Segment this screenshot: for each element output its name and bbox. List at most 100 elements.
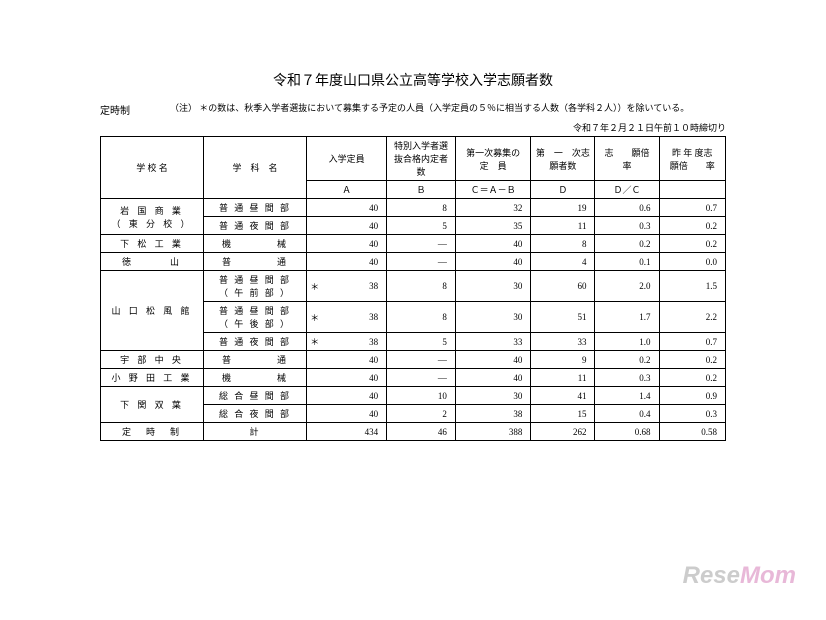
- th-e2: Ｄ／Ｃ: [595, 181, 659, 199]
- star-cell: ＊: [307, 333, 323, 351]
- table-row: 徳 山普 通40―4040.10.0: [101, 253, 726, 271]
- num-cell: 40: [455, 235, 531, 253]
- total-num: 262: [531, 423, 595, 441]
- table-row: 宇 部 中 央普 通40―4090.20.2: [101, 351, 726, 369]
- num-cell: 40: [455, 369, 531, 387]
- th-a: 入学定員: [307, 137, 387, 181]
- num-cell: 1.5: [659, 271, 725, 302]
- star-cell: [307, 369, 323, 387]
- th-school: 学 校 名: [101, 137, 204, 199]
- school-cell: 小 野 田 工 業: [101, 369, 204, 387]
- th-a2: Ａ: [307, 181, 387, 199]
- total-num: 46: [387, 423, 456, 441]
- num-cell: 5: [387, 217, 456, 235]
- num-cell: 11: [531, 217, 595, 235]
- num-cell: 40: [455, 253, 531, 271]
- star-cell: [307, 253, 323, 271]
- th-e: 志 願倍 率: [595, 137, 659, 181]
- num-cell: 8: [387, 199, 456, 217]
- num-cell: 19: [531, 199, 595, 217]
- num-cell: 0.6: [595, 199, 659, 217]
- page-title: 令和７年度山口県公立高等学校入学志願者数: [100, 70, 726, 90]
- num-cell: 10: [387, 387, 456, 405]
- star-cell: ＊: [307, 271, 323, 302]
- school-cell: 下 関 双 葉: [101, 387, 204, 423]
- num-cell: ―: [387, 235, 456, 253]
- num-cell: 8: [531, 235, 595, 253]
- num-cell: 40: [323, 217, 387, 235]
- dept-cell: 普 通 夜 間 部: [204, 217, 307, 235]
- num-cell: 0.7: [659, 333, 725, 351]
- table-row: 下 松 工 業機 械40―4080.20.2: [101, 235, 726, 253]
- num-cell: 0.3: [595, 369, 659, 387]
- total-sublabel: 計: [204, 423, 307, 441]
- num-cell: 9: [531, 351, 595, 369]
- star-cell: [307, 405, 323, 423]
- school-cell: 徳 山: [101, 253, 204, 271]
- th-b2: Ｂ: [387, 181, 456, 199]
- th-b: 特別入学者選抜合格内定者数: [387, 137, 456, 181]
- num-cell: 1.4: [595, 387, 659, 405]
- th-f2: [659, 181, 725, 199]
- watermark: ReseMom: [683, 562, 796, 590]
- school-cell: 岩 国 商 業（ 東 分 校 ）: [101, 199, 204, 235]
- num-cell: 2: [387, 405, 456, 423]
- total-num: 434: [323, 423, 387, 441]
- num-cell: 33: [455, 333, 531, 351]
- num-cell: 1.7: [595, 302, 659, 333]
- dept-cell: 普 通 夜 間 部: [204, 333, 307, 351]
- star-cell: [307, 217, 323, 235]
- num-cell: 2.0: [595, 271, 659, 302]
- table-row: 山 口 松 風 館普 通 昼 間 部（ 午 前 部 ）＊38830602.01.…: [101, 271, 726, 302]
- dept-cell: 普 通 昼 間 部（ 午 後 部 ）: [204, 302, 307, 333]
- num-cell: 40: [323, 351, 387, 369]
- num-cell: 40: [455, 351, 531, 369]
- table-row: 岩 国 商 業（ 東 分 校 ）普 通 昼 間 部40832190.60.7: [101, 199, 726, 217]
- dept-cell: 総 合 夜 間 部: [204, 405, 307, 423]
- num-cell: 40: [323, 199, 387, 217]
- num-cell: 38: [323, 333, 387, 351]
- num-cell: 4: [531, 253, 595, 271]
- num-cell: 40: [323, 405, 387, 423]
- th-c: 第一次募集の 定 員: [455, 137, 531, 181]
- star-cell: [307, 351, 323, 369]
- num-cell: 38: [323, 271, 387, 302]
- num-cell: 0.2: [659, 369, 725, 387]
- th-c2: Ｃ＝Ａ－Ｂ: [455, 181, 531, 199]
- num-cell: 30: [455, 271, 531, 302]
- num-cell: 0.0: [659, 253, 725, 271]
- num-cell: 30: [455, 387, 531, 405]
- school-cell: 宇 部 中 央: [101, 351, 204, 369]
- star-cell: [307, 199, 323, 217]
- total-num: 0.68: [595, 423, 659, 441]
- dept-cell: 普 通 昼 間 部: [204, 199, 307, 217]
- num-cell: 11: [531, 369, 595, 387]
- num-cell: 0.2: [659, 217, 725, 235]
- num-cell: 8: [387, 302, 456, 333]
- total-num: 388: [455, 423, 531, 441]
- num-cell: 60: [531, 271, 595, 302]
- num-cell: 0.9: [659, 387, 725, 405]
- star-cell: [307, 387, 323, 405]
- num-cell: 1.0: [595, 333, 659, 351]
- num-cell: 15: [531, 405, 595, 423]
- th-f: 昨 年 度志 願倍 率: [659, 137, 725, 181]
- num-cell: ―: [387, 351, 456, 369]
- dept-cell: 総 合 昼 間 部: [204, 387, 307, 405]
- num-cell: ―: [387, 369, 456, 387]
- dept-cell: 普 通 昼 間 部（ 午 前 部 ）: [204, 271, 307, 302]
- num-cell: 5: [387, 333, 456, 351]
- table-row: 小 野 田 工 業機 械40―40110.30.2: [101, 369, 726, 387]
- num-cell: 0.2: [595, 351, 659, 369]
- num-cell: 0.3: [595, 217, 659, 235]
- num-cell: 30: [455, 302, 531, 333]
- num-cell: 0.7: [659, 199, 725, 217]
- num-cell: 38: [323, 302, 387, 333]
- num-cell: 51: [531, 302, 595, 333]
- th-d: 第 一 次志願者数: [531, 137, 595, 181]
- num-cell: 40: [323, 235, 387, 253]
- num-cell: 0.2: [659, 351, 725, 369]
- num-cell: 38: [455, 405, 531, 423]
- num-cell: 40: [323, 253, 387, 271]
- num-cell: 8: [387, 271, 456, 302]
